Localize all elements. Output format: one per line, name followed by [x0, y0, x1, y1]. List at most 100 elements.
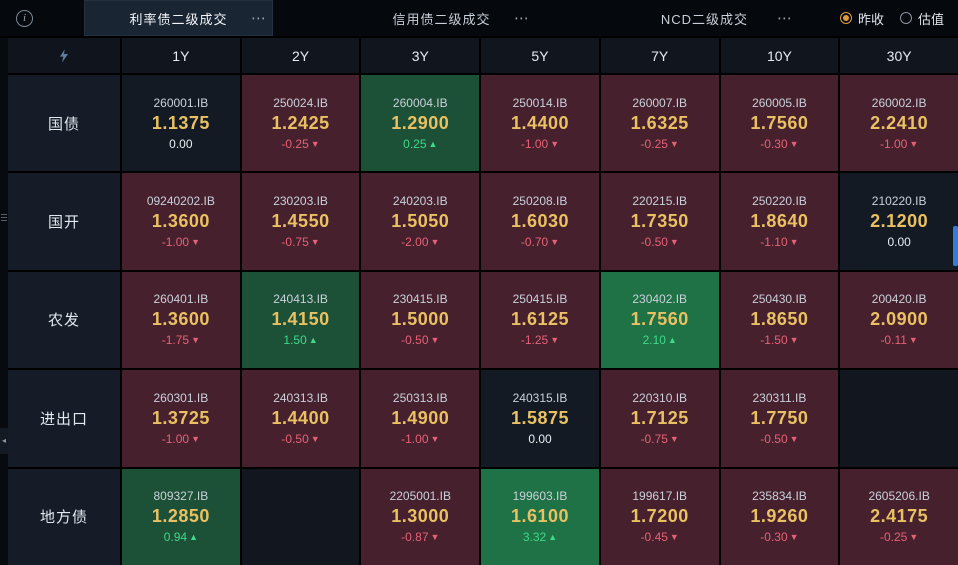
- row-label-treasury[interactable]: 国债: [8, 75, 120, 172]
- cell-adb-7Y[interactable]: 230402.IB 1.7560 2.10 ▲: [600, 271, 719, 369]
- cell-cdb-5Y[interactable]: 250208.IB 1.6030 -0.70 ▼: [481, 173, 599, 270]
- bond-yield: 1.4550: [271, 211, 330, 232]
- bond-change: -0.25 ▼: [640, 136, 679, 151]
- bond-yield: 1.8640: [750, 211, 809, 232]
- bond-code: 250415.IB: [512, 292, 568, 307]
- tab-ncd[interactable]: NCD二级成交: [660, 11, 749, 27]
- radio-label: 估值: [917, 11, 944, 27]
- cell-exim-30Y[interactable]: [840, 370, 958, 467]
- cell-treasury-30Y[interactable]: 260002.IB 2.2410 -1.00 ▼: [840, 75, 958, 172]
- radio-valuation[interactable]: 估值: [899, 9, 944, 28]
- column-header-5Y: 5Y: [481, 38, 599, 73]
- tab-menu-dots-icon[interactable]: ⋯: [513, 10, 531, 27]
- down-arrow-icon: ▼: [909, 532, 919, 543]
- down-arrow-icon: ▼: [430, 335, 440, 346]
- bond-yield: 2.4175: [870, 506, 929, 527]
- bond-code: 240203.IB: [392, 194, 448, 209]
- cell-local-3Y[interactable]: 2205001.IB 1.3000 -0.87 ▼: [361, 468, 480, 565]
- bond-change: 0.00: [528, 431, 552, 446]
- cell-exim-1Y[interactable]: 260301.IB 1.3725 -1.00 ▼: [122, 370, 240, 467]
- cell-treasury-7Y[interactable]: 260007.IB 1.6325 -0.25 ▼: [600, 75, 719, 172]
- bond-change: -0.50 ▼: [401, 333, 440, 348]
- bond-change: -0.50 ▼: [281, 431, 320, 446]
- tab-menu-dots-icon[interactable]: ⋯: [776, 10, 794, 27]
- bond-code: 250313.IB: [392, 390, 448, 405]
- cell-local-5Y[interactable]: 199603.IB 1.6100 3.32 ▲: [481, 468, 599, 565]
- bond-yield: 2.0900: [870, 309, 929, 330]
- scrollbar-thumb[interactable]: [953, 226, 958, 266]
- bond-yield: 1.3725: [151, 407, 210, 428]
- cell-treasury-1Y[interactable]: 260001.IB 1.1375 0.00: [122, 75, 240, 172]
- tab-rate-bond[interactable]: 利率债二级成交: [84, 0, 273, 36]
- cell-exim-7Y[interactable]: 220310.IB 1.7125 -0.75 ▼: [600, 370, 719, 467]
- cell-cdb-7Y[interactable]: 220215.IB 1.7350 -0.50 ▼: [600, 173, 719, 270]
- cell-cdb-2Y[interactable]: 230203.IB 1.4550 -0.75 ▼: [241, 173, 360, 270]
- radio-label: 昨收: [857, 11, 884, 27]
- bond-yield: 1.4400: [271, 407, 330, 428]
- down-arrow-icon: ▼: [909, 138, 919, 149]
- radio-dot-icon: [839, 12, 852, 24]
- down-arrow-icon: ▼: [191, 237, 200, 248]
- cell-adb-2Y[interactable]: 240413.IB 1.4150 1.50 ▲: [241, 271, 360, 369]
- cell-treasury-2Y[interactable]: 250024.IB 1.2425 -0.25 ▼: [241, 75, 360, 172]
- cell-local-1Y[interactable]: 809327.IB 1.2850 0.94 ▲: [122, 468, 240, 565]
- bond-code: 220215.IB: [632, 194, 688, 209]
- bond-change: -0.25 ▼: [880, 530, 919, 545]
- row-label-exim[interactable]: 进出口: [8, 370, 120, 467]
- bond-change: -0.87 ▼: [401, 530, 440, 545]
- bond-yield: 1.6325: [630, 112, 689, 133]
- collapse-left-arrow-icon[interactable]: ◂: [0, 427, 8, 454]
- column-header-7Y: 7Y: [600, 38, 719, 73]
- cell-local-2Y[interactable]: [241, 468, 360, 565]
- bond-yield: 2.2410: [870, 112, 929, 133]
- bond-code: 199617.IB: [632, 489, 688, 504]
- tab-credit-bond[interactable]: 信用债二级成交: [392, 11, 491, 27]
- cell-exim-2Y[interactable]: 240313.IB 1.4400 -0.50 ▼: [241, 370, 360, 467]
- down-arrow-icon: ▼: [310, 138, 320, 149]
- bond-yield: 1.5050: [391, 211, 450, 232]
- down-arrow-icon: ▼: [310, 433, 320, 444]
- bond-code: 235834.IB: [752, 489, 807, 504]
- cell-adb-30Y[interactable]: 200420.IB 2.0900 -0.11 ▼: [840, 271, 958, 369]
- down-arrow-icon: ▼: [669, 237, 679, 248]
- cell-local-30Y[interactable]: 2605206.IB 2.4175 -0.25 ▼: [840, 468, 958, 565]
- down-arrow-icon: ▼: [191, 335, 200, 346]
- info-icon[interactable]: i: [16, 9, 33, 27]
- radio-prev-close[interactable]: 昨收: [839, 9, 884, 28]
- row-label-local[interactable]: 地方债: [8, 468, 120, 565]
- cell-treasury-5Y[interactable]: 250014.IB 1.4400 -1.00 ▼: [481, 75, 599, 172]
- cell-treasury-3Y[interactable]: 260004.IB 1.2900 0.25 ▲: [361, 75, 480, 172]
- cell-adb-3Y[interactable]: 230415.IB 1.5000 -0.50 ▼: [361, 271, 480, 369]
- tab-section-rate-bond: 利率债二级成交 ⋯: [47, 0, 310, 36]
- cell-local-7Y[interactable]: 199617.IB 1.7200 -0.45 ▼: [600, 468, 719, 565]
- down-arrow-icon: ▼: [669, 138, 679, 149]
- cell-exim-3Y[interactable]: 250313.IB 1.4900 -1.00 ▼: [361, 370, 480, 467]
- drag-handle-icon[interactable]: [1, 212, 7, 223]
- bond-change: -1.00 ▼: [161, 431, 200, 446]
- bond-change: -1.10 ▼: [760, 235, 799, 250]
- tab-menu-dots-icon[interactable]: ⋯: [250, 10, 268, 27]
- left-rail: ◂: [0, 38, 8, 565]
- bond-yield: 1.4150: [271, 309, 330, 330]
- cell-exim-10Y[interactable]: 230311.IB 1.7750 -0.50 ▼: [720, 370, 839, 467]
- bond-yield: 1.2900: [391, 112, 450, 133]
- bond-change: -1.25 ▼: [520, 333, 560, 348]
- row-label-adb[interactable]: 农发: [8, 271, 120, 369]
- cell-adb-10Y[interactable]: 250430.IB 1.8650 -1.50 ▼: [720, 271, 839, 369]
- cell-adb-1Y[interactable]: 260401.IB 1.3600 -1.75 ▼: [122, 271, 240, 369]
- cell-adb-5Y[interactable]: 250415.IB 1.6125 -1.25 ▼: [481, 271, 599, 369]
- down-arrow-icon: ▼: [669, 532, 679, 543]
- down-arrow-icon: ▼: [550, 237, 560, 248]
- cell-cdb-10Y[interactable]: 250220.IB 1.8640 -1.10 ▼: [720, 173, 839, 270]
- vertical-scrollbar[interactable]: [953, 38, 958, 565]
- bond-change: -0.75 ▼: [640, 431, 679, 446]
- bond-change: -1.00 ▼: [401, 431, 440, 446]
- cell-cdb-3Y[interactable]: 240203.IB 1.5050 -2.00 ▼: [361, 173, 480, 270]
- cell-cdb-30Y[interactable]: 210220.IB 2.1200 0.00: [840, 173, 958, 270]
- cell-cdb-1Y[interactable]: 09240202.IB 1.3600 -1.00 ▼: [122, 173, 240, 270]
- row-label-cdb[interactable]: 国开: [8, 173, 120, 270]
- cell-local-10Y[interactable]: 235834.IB 1.9260 -0.30 ▼: [720, 468, 839, 565]
- cell-treasury-10Y[interactable]: 260005.IB 1.7560 -0.30 ▼: [720, 75, 839, 172]
- refresh-corner-cell[interactable]: [8, 38, 120, 73]
- cell-exim-5Y[interactable]: 240315.IB 1.5875 0.00: [481, 370, 599, 467]
